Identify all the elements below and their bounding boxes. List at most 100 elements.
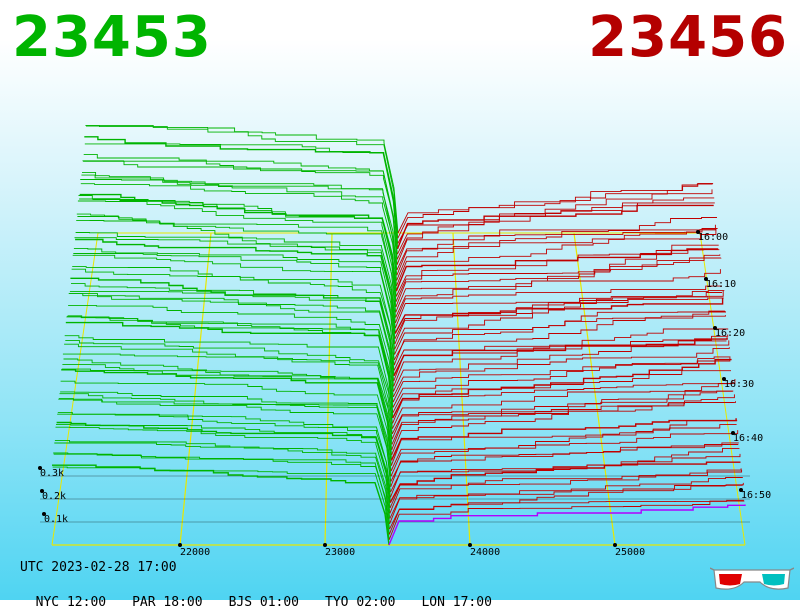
ask-depth-line [391, 390, 733, 429]
ask-depth-line [388, 499, 744, 535]
bid-depth-line [60, 380, 392, 466]
bid-depth-line [81, 174, 398, 276]
time-tick-label: 16:30 [724, 379, 754, 390]
ask-depth-line [392, 358, 732, 419]
bid-depth-line [57, 413, 391, 498]
bid-depth-line [62, 353, 393, 445]
ask-depth-line [392, 356, 731, 408]
bid-depth-line [68, 293, 394, 392]
bid-depth-line [68, 304, 394, 397]
x-tick-label: 23000 [325, 547, 355, 558]
city-time-bjs: BJS 01:00 [228, 595, 300, 610]
bid-depth-line [84, 136, 399, 249]
ask-depth-line [391, 402, 734, 440]
x-tick-label: 24000 [470, 547, 500, 558]
bid-depth-line [77, 200, 397, 308]
ask-depth-line [396, 229, 717, 276]
ask-depth-line [393, 311, 726, 366]
ask-depth-line [394, 285, 722, 324]
ask-depth-line [394, 290, 724, 339]
bid-price: 23453 [12, 5, 212, 70]
ask-depth-line [392, 340, 730, 392]
bid-depth-line [70, 277, 395, 376]
ask-depth-line [391, 401, 736, 456]
bid-depth-line [85, 124, 399, 239]
ask-depth-line [392, 370, 731, 414]
bid-depth-line [57, 411, 391, 493]
ask-depth-line [393, 328, 729, 387]
bid-depth-line [72, 254, 395, 355]
bid-depth-line [66, 316, 394, 413]
bid-depth-line [56, 424, 391, 509]
depth-lines [52, 124, 746, 546]
bid-depth-line [73, 253, 396, 350]
ask-depth-line [389, 469, 743, 514]
bid-depth-line [64, 335, 393, 429]
ask-depth-line [389, 468, 742, 509]
ask-depth-line [396, 217, 717, 281]
x-tick-label: 22000 [180, 547, 210, 558]
bid-depth-line [60, 391, 392, 472]
bid-depth-line [77, 216, 397, 313]
ask-depth-line [394, 310, 726, 355]
bid-depth-line [63, 358, 393, 440]
bid-depth-line [58, 398, 392, 487]
ask-depth-line [394, 297, 724, 345]
ask-depth-line [390, 420, 738, 472]
ask-depth-line [388, 500, 745, 540]
ask-depth-line [392, 357, 731, 403]
ask-price: 23456 [588, 5, 788, 70]
bid-depth-line [76, 213, 397, 318]
ask-depth-line [396, 228, 717, 271]
ask-depth-line [389, 461, 741, 504]
bid-depth-line [74, 237, 396, 339]
bid-depth-line [61, 369, 393, 461]
volume-tick-label: 0.1k [44, 514, 68, 525]
ask-depth-line [395, 249, 720, 302]
x-tick-label: 25000 [615, 547, 645, 558]
bid-depth-line [65, 340, 393, 424]
3d-glasses-icon[interactable] [710, 564, 794, 594]
bid-depth-line [83, 153, 398, 255]
city-time-par: PAR 18:00 [132, 595, 203, 610]
ask-depth-line [394, 290, 725, 350]
bid-depth-line [79, 198, 397, 297]
ask-depth-line [395, 244, 719, 297]
time-tick-label: 16:20 [715, 328, 745, 339]
bid-depth-line [80, 183, 398, 281]
bid-depth-line [52, 466, 390, 540]
ask-depth-line [396, 202, 715, 260]
ask-depth-line [392, 379, 733, 424]
city-time-tyo: TYO 02:00 [325, 595, 396, 610]
city-time-lon: LON 17:00 [421, 595, 492, 610]
bid-depth-line [72, 266, 395, 360]
ask-depth-line [395, 269, 721, 313]
ask-depth-line [390, 444, 739, 482]
ask-depth-line [390, 442, 739, 487]
ask-depth-line [396, 204, 714, 250]
ask-depth-line [393, 334, 729, 382]
ask-depth-line [389, 453, 741, 498]
bid-depth-line [58, 398, 392, 482]
axis-labels: 22000 23000 24000 25000 0.1k 0.2k 0.3k 16:00 16:… [38, 230, 771, 558]
ask-depth-line [389, 477, 743, 524]
city-time-nyc: NYC 12:00 [35, 595, 107, 610]
ask-depth-line [388, 504, 746, 546]
ask-depth-line [394, 298, 724, 334]
bid-depth-line [52, 464, 390, 546]
bid-depth-line [76, 219, 396, 323]
time-tick-label: 16:00 [698, 232, 728, 243]
ask-depth-line [390, 430, 739, 477]
volume-tick-label: 0.3k [40, 468, 64, 479]
utc-time: UTC 2023-02-28 17:00 [20, 560, 177, 575]
bid-depth-line [75, 238, 396, 334]
time-tick-label: 16:40 [733, 433, 763, 444]
bid-depth-line [67, 316, 394, 408]
bid-depth-line [80, 179, 397, 286]
ask-depth-line [390, 424, 737, 466]
bid-depth-line [71, 268, 395, 366]
ask-depth-line [392, 347, 730, 398]
bid-depth-line [84, 143, 399, 244]
ask-depth-line [395, 257, 722, 318]
